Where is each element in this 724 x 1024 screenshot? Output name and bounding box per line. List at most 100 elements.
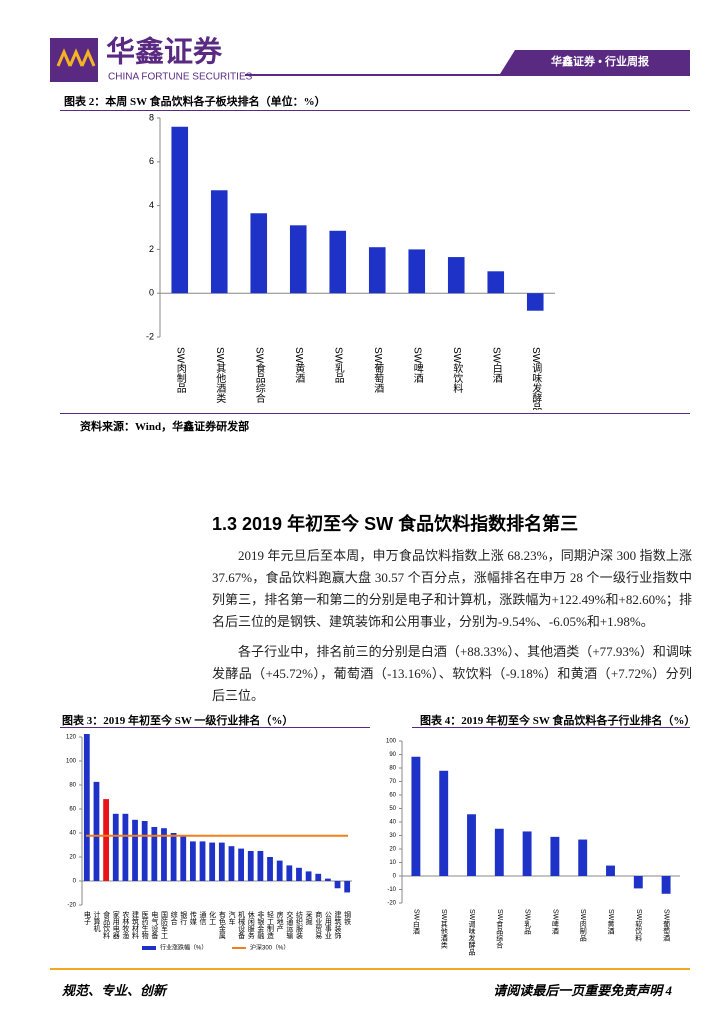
x-tick-label: SW肉制品	[174, 347, 186, 394]
x-tick-label: 房地产	[276, 910, 284, 933]
x-tick-label: 轻工制造	[267, 910, 275, 940]
source: 资料来源：Wind，华鑫证券研发部	[80, 421, 250, 433]
y-tick-label: 8	[149, 112, 154, 122]
bar	[526, 293, 544, 311]
bar	[289, 225, 307, 294]
paragraph: 各子行业中，排名前三的分别是白酒（+88.33%）、其他酒类（+77.93%）和…	[212, 644, 692, 703]
chart: -20 0 20 40 60 80 100 120 电子 计算机 食品饮料 家用电器 农林牧渔 建筑材料医…	[66, 734, 352, 952]
x-tick-label: SW肉制品	[579, 909, 587, 942]
y-tick-label: 10	[389, 860, 396, 866]
x-tick-label: 计算机	[93, 910, 101, 933]
bar	[439, 770, 449, 876]
y-tick-label: 70	[389, 779, 396, 785]
x-tick-label: 商业贸易	[315, 910, 323, 940]
bar	[141, 821, 148, 881]
x-tick-label: 化工	[209, 910, 217, 925]
x-tick-label: SW调味发酵品	[530, 347, 542, 410]
y-tick-label: 20	[69, 855, 76, 861]
footer-left: 规范、专业、创新	[62, 983, 167, 998]
y-tick-label: 60	[389, 793, 396, 799]
y-tick-label: 60	[69, 807, 76, 813]
bar	[247, 851, 254, 881]
x-tick-label: SW黄酒	[607, 909, 615, 935]
bar	[209, 842, 216, 881]
bar	[633, 876, 643, 889]
bar	[161, 828, 167, 881]
x-tick-label: 非银金融	[257, 910, 265, 940]
x-tick-label: SW软饮料	[635, 909, 643, 942]
y-tick-label: 100	[386, 739, 397, 745]
caption-rule	[60, 110, 690, 111]
x-tick-label: SW食品综合	[253, 347, 265, 404]
x-tick-label: 国防军工	[160, 911, 168, 939]
x-tick-label: SW其他酒类	[214, 347, 226, 404]
bar	[93, 781, 100, 881]
y-tick-label: 4	[149, 200, 154, 210]
x-tick-label: SW啤酒	[411, 347, 423, 384]
y-tick-label: 40	[389, 820, 396, 826]
bar	[578, 839, 588, 876]
section-title: 1.3 2019 年初至今 SW 食品饮料指数排名第三	[212, 514, 579, 534]
x-tick-label: SW葡萄酒	[372, 347, 384, 394]
bar	[199, 841, 206, 881]
bar	[83, 734, 90, 881]
bar	[103, 799, 109, 881]
y-tick-label: 6	[149, 156, 154, 166]
bar	[661, 876, 671, 894]
x-tick-label: SW白酒	[412, 909, 420, 935]
x-tick-label: 综合	[170, 910, 178, 926]
x-tick-label: SW啤酒	[551, 909, 559, 935]
bar	[267, 857, 273, 881]
x-tick-label: 通信	[199, 910, 207, 926]
y-tick-label: 2	[149, 244, 154, 254]
bar	[325, 878, 331, 881]
x-tick-label: 家用电器	[112, 910, 120, 940]
chart: -20 -10 0 10 20 30 40 50 60 70 80 90 100 SW白酒 SW其他酒类 SW…	[386, 739, 680, 956]
y-tick-label: 0	[73, 879, 77, 885]
bar	[329, 230, 347, 294]
bar	[132, 819, 138, 881]
source-rule	[60, 413, 690, 414]
bar	[606, 865, 615, 876]
y-tick-label: -20	[387, 901, 396, 907]
y-tick-label: 80	[389, 766, 396, 772]
bar	[151, 827, 158, 881]
logo-text: 华鑫证券	[106, 35, 223, 69]
y-tick-label: 0	[393, 874, 397, 880]
x-tick-label: 电气设备	[151, 910, 159, 940]
y-tick-label: 80	[69, 783, 76, 789]
legend-swatch	[142, 946, 156, 950]
bar	[296, 867, 302, 881]
x-tick-label: 传媒	[189, 910, 197, 926]
y-tick-label: 20	[389, 847, 396, 853]
logo-en: CHINA FORTUNE SECURITIES	[108, 72, 253, 83]
caption-rule	[60, 727, 370, 728]
x-tick-label: 医药生物	[141, 911, 149, 940]
x-tick-label: 公用事业	[324, 911, 332, 939]
footer-rule	[50, 968, 690, 970]
x-tick-label: 交通运输	[286, 910, 294, 940]
bar	[257, 851, 264, 881]
bar	[180, 835, 187, 881]
x-tick-label: SW软饮料	[451, 347, 463, 394]
x-tick-label: SW白酒	[490, 347, 502, 384]
x-tick-label: 采掘	[305, 910, 313, 926]
bar	[487, 271, 505, 294]
y-tick-label: -20	[67, 903, 76, 909]
bar	[276, 860, 283, 881]
bar	[210, 190, 228, 294]
y-tick-label: -2	[146, 331, 154, 341]
bar	[408, 249, 426, 294]
x-tick-label: 建筑材料	[132, 910, 140, 940]
x-tick-label: 建筑装饰	[334, 910, 342, 940]
x-tick-label: SW葡萄酒	[663, 909, 671, 942]
bar	[467, 814, 476, 876]
bar	[494, 828, 504, 876]
footer-right: 请阅读最后一页重要免责声明 4	[493, 983, 672, 998]
x-tick-label: 休闲服务	[247, 910, 255, 940]
bar	[228, 846, 235, 881]
x-tick-label: SW调味发酵品	[468, 909, 476, 956]
y-tick-label: 50	[389, 806, 396, 812]
y-tick-label: 40	[69, 831, 76, 837]
